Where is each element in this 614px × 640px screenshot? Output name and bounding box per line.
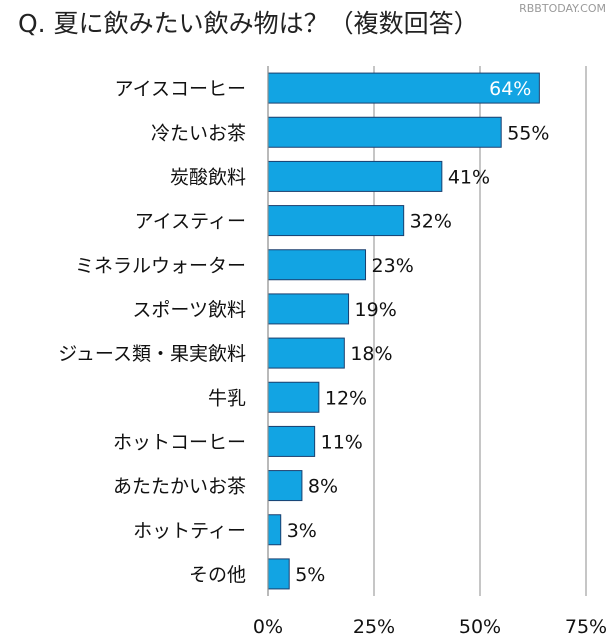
bar <box>267 337 345 369</box>
bar <box>267 116 502 148</box>
value-label: 64% <box>489 78 531 100</box>
chart-title: Q. 夏に飲みたい飲み物は？（複数回答） <box>18 9 479 38</box>
x-tick-label: 25% <box>353 616 395 638</box>
category-label: 炭酸飲料 <box>170 166 246 188</box>
bars <box>267 72 540 590</box>
watermark: RBBTODAY.COM <box>519 2 606 15</box>
bar <box>267 514 282 546</box>
bar <box>267 425 316 457</box>
x-tick-label: 75% <box>565 616 607 638</box>
category-labels: アイスコーヒー冷たいお茶炭酸飲料アイスティーミネラルウォータースポーツ飲料ジュー… <box>58 78 246 586</box>
value-label: 18% <box>350 343 392 365</box>
value-label: 5% <box>295 564 325 586</box>
value-label: 32% <box>410 211 452 233</box>
value-label: 19% <box>355 299 397 321</box>
bar <box>267 470 303 502</box>
bar <box>267 558 290 590</box>
bar <box>267 381 320 413</box>
category-label: その他 <box>189 564 246 586</box>
category-label: アイスティー <box>135 211 246 233</box>
category-label: 冷たいお茶 <box>151 122 246 144</box>
value-label: 41% <box>448 166 490 188</box>
category-label: ホットコーヒー <box>113 431 246 453</box>
bar <box>267 205 405 237</box>
category-label: 牛乳 <box>208 387 246 409</box>
value-label: 8% <box>308 476 338 498</box>
x-tick-label: 50% <box>459 616 501 638</box>
value-label: 11% <box>321 431 363 453</box>
bar <box>267 72 540 104</box>
category-label: あたたかいお茶 <box>113 476 246 498</box>
x-tick-label: 0% <box>253 616 283 638</box>
value-label: 3% <box>287 520 317 542</box>
category-label: アイスコーヒー <box>115 78 246 100</box>
category-label: ミネラルウォーター <box>75 255 246 277</box>
value-label: 55% <box>507 122 549 144</box>
bar <box>267 293 350 325</box>
category-label: ホットティー <box>133 520 246 542</box>
value-label: 23% <box>372 255 414 277</box>
grid-lines <box>373 66 587 596</box>
value-label: 12% <box>325 387 367 409</box>
category-label: ジュース類・果実飲料 <box>58 343 246 365</box>
bar <box>267 160 443 192</box>
value-labels: 64% 55% 41% 32% 23% 19% 18% 12% 11% 8% 3% 5% <box>287 78 550 586</box>
x-tick-labels: 0% 25% 50% 75% <box>253 616 607 638</box>
bar <box>267 249 367 281</box>
category-label: スポーツ飲料 <box>132 299 246 321</box>
